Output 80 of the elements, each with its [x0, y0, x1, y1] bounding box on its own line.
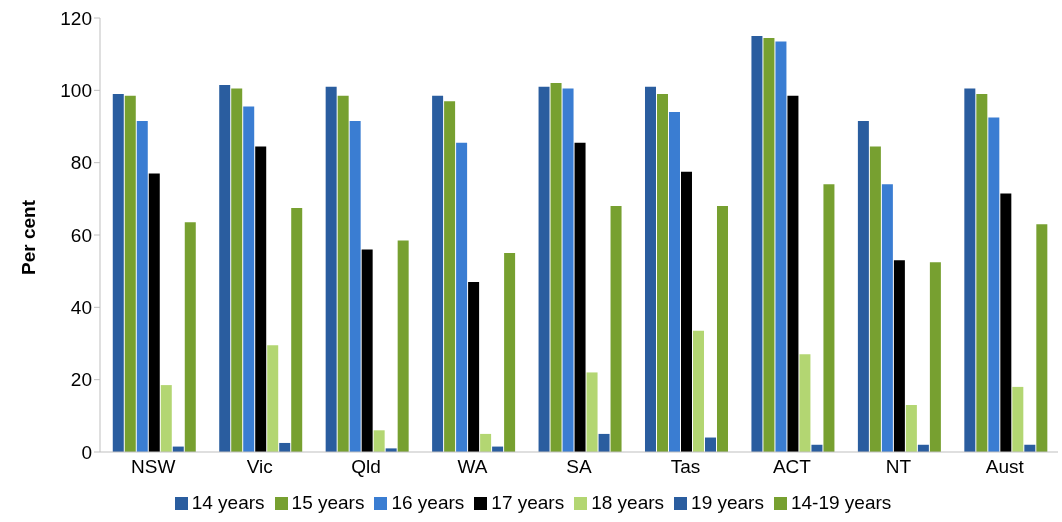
x-tick-label: Qld — [351, 456, 381, 478]
bar — [881, 184, 893, 452]
x-tick-label: Aust — [985, 456, 1025, 478]
y-tick-label: 40 — [70, 297, 92, 319]
bar — [751, 36, 763, 452]
bar — [325, 86, 337, 452]
bar — [243, 106, 255, 452]
bar — [480, 433, 492, 452]
bar — [562, 88, 574, 452]
bar — [136, 121, 148, 452]
bar — [598, 433, 610, 452]
bar — [124, 95, 136, 452]
x-tick-label: WA — [457, 456, 488, 478]
bar — [231, 88, 243, 452]
bar — [705, 437, 716, 452]
x-tick-label: Vic — [246, 456, 273, 478]
x-tick-label: ACT — [772, 456, 812, 478]
bar — [693, 330, 704, 452]
legend-label: 14 years — [191, 492, 265, 513]
y-tick-label: 80 — [70, 152, 92, 174]
bar — [669, 112, 680, 452]
bar — [857, 121, 869, 452]
bar — [550, 83, 562, 452]
bar — [468, 282, 480, 452]
bar — [504, 253, 516, 452]
bar — [538, 86, 550, 452]
bar — [893, 260, 905, 452]
bar — [1036, 224, 1048, 452]
legend-label: 14-19 years — [790, 492, 892, 513]
bar — [645, 86, 656, 452]
bar — [964, 88, 976, 452]
bar — [184, 222, 196, 452]
y-tick-label: 20 — [70, 369, 92, 391]
bar — [775, 41, 787, 452]
bar — [432, 95, 444, 452]
bar — [337, 95, 349, 452]
bar — [799, 354, 811, 452]
bar — [823, 184, 835, 452]
bar — [988, 117, 1000, 452]
x-tick-label: SA — [566, 456, 592, 478]
bar — [456, 142, 468, 452]
bar — [610, 206, 622, 452]
bar — [681, 171, 692, 452]
x-tick-label: NT — [885, 456, 912, 478]
bar — [255, 146, 267, 452]
legend-label: 15 years — [291, 492, 365, 513]
bar — [148, 173, 160, 452]
bar — [574, 142, 586, 452]
bar — [112, 93, 124, 452]
y-tick-label: 100 — [60, 80, 92, 102]
y-axis-title: Per cent — [17, 199, 39, 275]
bar — [361, 249, 373, 452]
bar — [869, 146, 881, 452]
bar — [976, 93, 988, 452]
bar — [763, 37, 775, 452]
bar — [349, 121, 361, 452]
bar — [267, 345, 279, 452]
bar — [444, 101, 456, 452]
bar — [1000, 193, 1012, 452]
bar — [397, 240, 409, 452]
bar — [219, 84, 231, 452]
legend-label: 18 years — [591, 492, 665, 513]
x-tick-label: Tas — [670, 456, 701, 478]
bar — [905, 404, 917, 452]
bar — [929, 262, 941, 452]
bar — [787, 95, 799, 452]
bar — [657, 93, 668, 452]
x-tick-label: NSW — [131, 456, 176, 478]
legend-label: 19 years — [691, 492, 764, 513]
bar — [373, 430, 385, 452]
y-tick-label: 120 — [60, 7, 92, 29]
bar — [291, 207, 303, 452]
bar — [586, 372, 598, 452]
bar — [717, 206, 728, 452]
y-tick-label: 0 — [81, 441, 92, 463]
y-tick-label: 60 — [70, 224, 92, 246]
legend-label: 17 years — [491, 492, 565, 513]
bar — [1012, 386, 1024, 452]
bar — [160, 385, 172, 452]
legend-label: 16 years — [391, 492, 465, 513]
